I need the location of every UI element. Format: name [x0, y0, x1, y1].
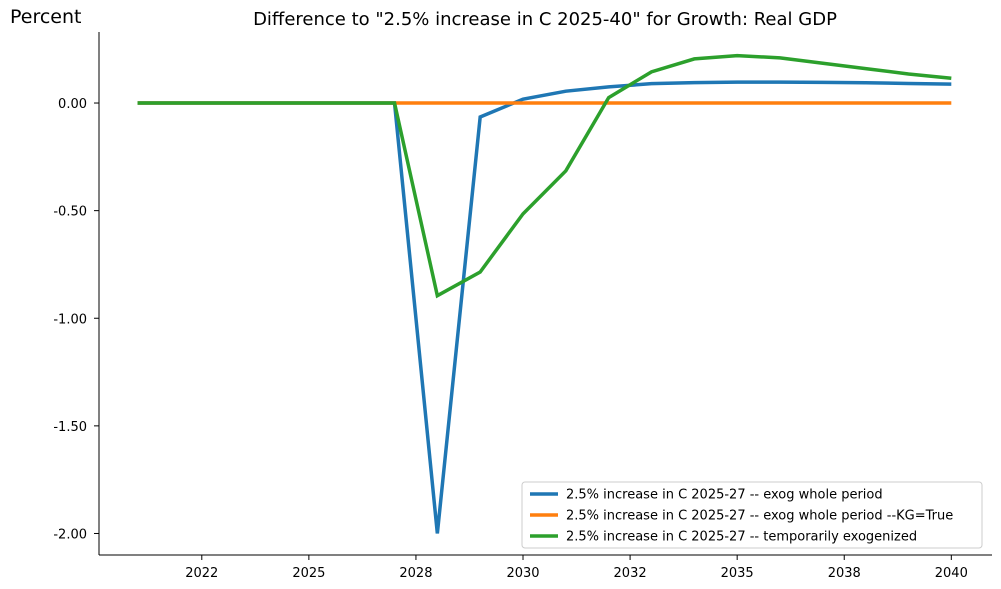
y-tick-label: 0.00: [58, 97, 87, 112]
legend-label-3: 2.5% increase in C 2025-27 -- temporaril…: [566, 530, 917, 545]
y-axis-label: Percent: [10, 6, 82, 28]
legend-label-1: 2.5% increase in C 2025-27 -- exog whole…: [566, 488, 883, 503]
x-tick-label: 2030: [506, 566, 539, 581]
x-tick-label: 2028: [399, 566, 432, 581]
legend-box: [521, 481, 983, 549]
chart-title: Difference to "2.5% increase in C 2025-4…: [253, 9, 837, 30]
y-tick-label: -2.00: [53, 527, 87, 542]
x-tick-label: 2040: [935, 566, 968, 581]
x-tick-label: 2025: [292, 566, 325, 581]
x-tick-label: 2038: [828, 566, 861, 581]
x-tick-label: 2022: [185, 566, 218, 581]
axis-ticks: 2022 2025 2028 2030 2032 2035 2038 2040 0.00 -0.5…: [53, 97, 967, 581]
x-tick-label: 2035: [721, 566, 754, 581]
series-line-3: [137, 53, 952, 299]
y-tick-label: -1.50: [53, 420, 87, 435]
legend-label-2: 2.5% increase in C 2025-27 -- exog whole…: [566, 509, 953, 524]
legend: 2.5% increase in C 2025-27 -- exog whole…: [521, 481, 983, 549]
x-tick-label: 2032: [614, 566, 647, 581]
series-lines: [137, 53, 952, 534]
y-tick-label: -1.00: [53, 312, 87, 327]
series-line-1: [137, 80, 952, 534]
y-tick-label: -0.50: [53, 205, 87, 220]
